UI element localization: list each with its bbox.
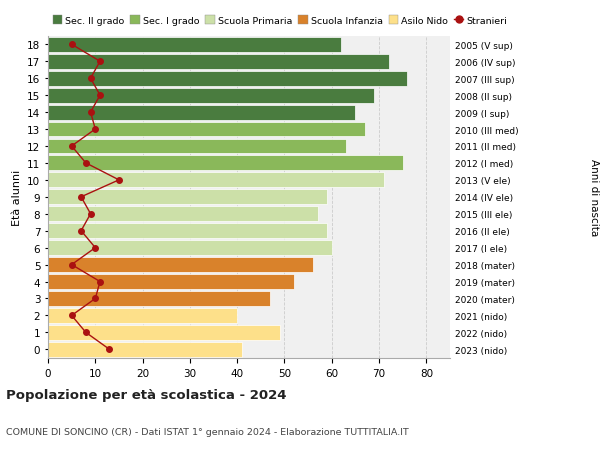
Bar <box>48 257 313 273</box>
Bar <box>48 38 341 53</box>
Bar <box>48 72 407 86</box>
Text: Anni di nascita: Anni di nascita <box>589 159 599 236</box>
Bar <box>48 156 403 171</box>
Bar <box>48 241 332 256</box>
Text: Popolazione per età scolastica - 2024: Popolazione per età scolastica - 2024 <box>6 388 287 401</box>
Bar <box>48 224 327 239</box>
Bar <box>48 207 317 222</box>
Bar <box>48 274 294 289</box>
Text: COMUNE DI SONCINO (CR) - Dati ISTAT 1° gennaio 2024 - Elaborazione TUTTITALIA.IT: COMUNE DI SONCINO (CR) - Dati ISTAT 1° g… <box>6 427 409 436</box>
Bar <box>48 106 355 120</box>
Bar <box>48 122 365 137</box>
Bar <box>48 308 237 323</box>
Bar <box>48 89 374 103</box>
Bar <box>48 342 242 357</box>
Bar <box>48 325 280 340</box>
Bar <box>48 139 346 154</box>
Bar <box>48 55 389 69</box>
Bar <box>48 291 270 306</box>
Bar <box>48 190 327 205</box>
Y-axis label: Età alunni: Età alunni <box>11 169 22 225</box>
Legend: Sec. II grado, Sec. I grado, Scuola Primaria, Scuola Infanzia, Asilo Nido, Stran: Sec. II grado, Sec. I grado, Scuola Prim… <box>53 16 508 26</box>
Bar <box>48 173 384 188</box>
